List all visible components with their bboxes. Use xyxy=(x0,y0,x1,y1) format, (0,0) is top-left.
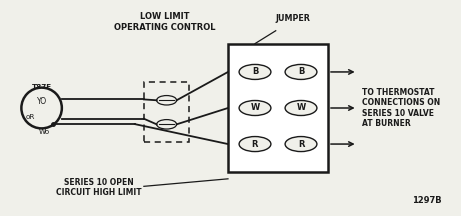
Text: T87F: T87F xyxy=(31,84,52,90)
Text: TO THERMOSTAT
CONNECTIONS ON
SERIES 10 VALVE
AT BURNER: TO THERMOSTAT CONNECTIONS ON SERIES 10 V… xyxy=(362,88,440,128)
Text: R: R xyxy=(298,140,304,149)
Text: oR: oR xyxy=(25,114,35,120)
Text: YO: YO xyxy=(36,97,47,106)
Text: W: W xyxy=(296,103,306,113)
Circle shape xyxy=(285,100,317,116)
Text: W: W xyxy=(250,103,260,113)
Bar xyxy=(228,44,328,172)
Bar xyxy=(144,82,189,142)
Text: JUMPER: JUMPER xyxy=(276,14,311,24)
Text: B: B xyxy=(298,67,304,76)
Text: R: R xyxy=(252,140,258,149)
Circle shape xyxy=(239,137,271,152)
Text: Wo: Wo xyxy=(38,129,49,135)
Text: SERIES 10 OPEN
CIRCUIT HIGH LIMIT: SERIES 10 OPEN CIRCUIT HIGH LIMIT xyxy=(56,178,141,197)
Text: 1297B: 1297B xyxy=(412,196,442,205)
Circle shape xyxy=(285,64,317,79)
Text: LOW LIMIT
OPERATING CONTROL: LOW LIMIT OPERATING CONTROL xyxy=(113,13,215,32)
Text: B: B xyxy=(252,67,258,76)
Circle shape xyxy=(285,137,317,152)
Circle shape xyxy=(239,100,271,116)
Circle shape xyxy=(239,64,271,79)
